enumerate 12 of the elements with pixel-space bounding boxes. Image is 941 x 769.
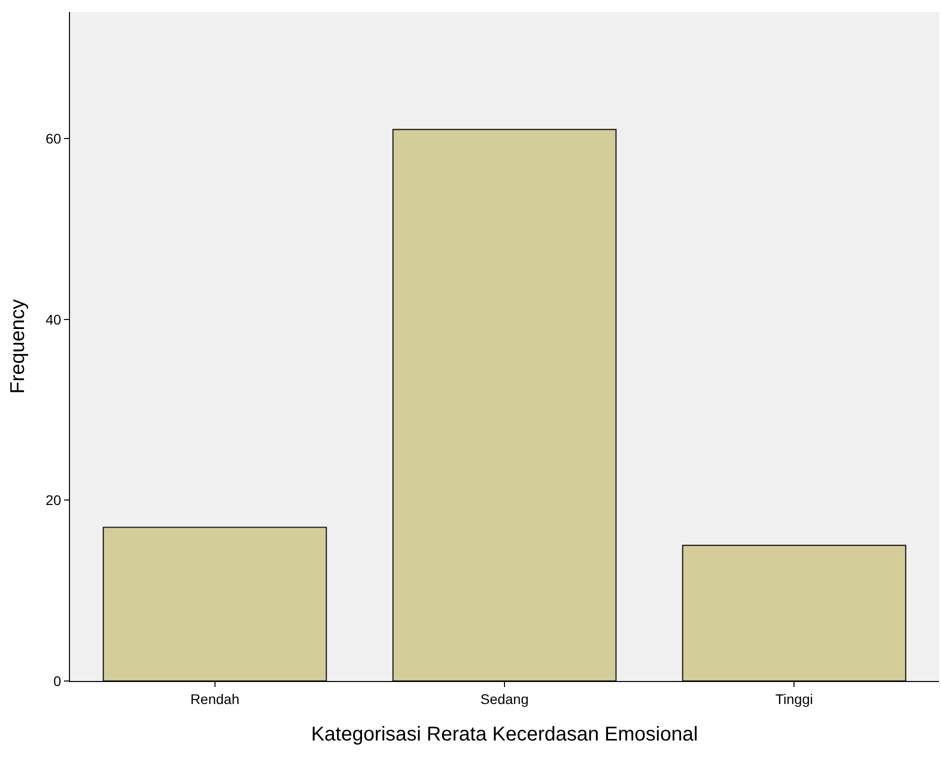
y-tick-label: 0 (53, 672, 62, 689)
x-tick-label: Rendah (190, 690, 240, 707)
y-axis-title: Frequency (7, 299, 30, 394)
y-tick-label: 20 (46, 492, 62, 508)
bar (392, 128, 617, 681)
x-tick-label: Tinggi (775, 690, 813, 707)
bar (102, 526, 327, 681)
y-tick-label: 60 (46, 130, 62, 146)
bar (682, 544, 906, 681)
x-axis-title: Kategorisasi Rerata Kecerdasan Emosional (311, 723, 698, 746)
y-tick-label: 40 (46, 311, 62, 328)
x-tick-label: Sedang (480, 690, 529, 707)
